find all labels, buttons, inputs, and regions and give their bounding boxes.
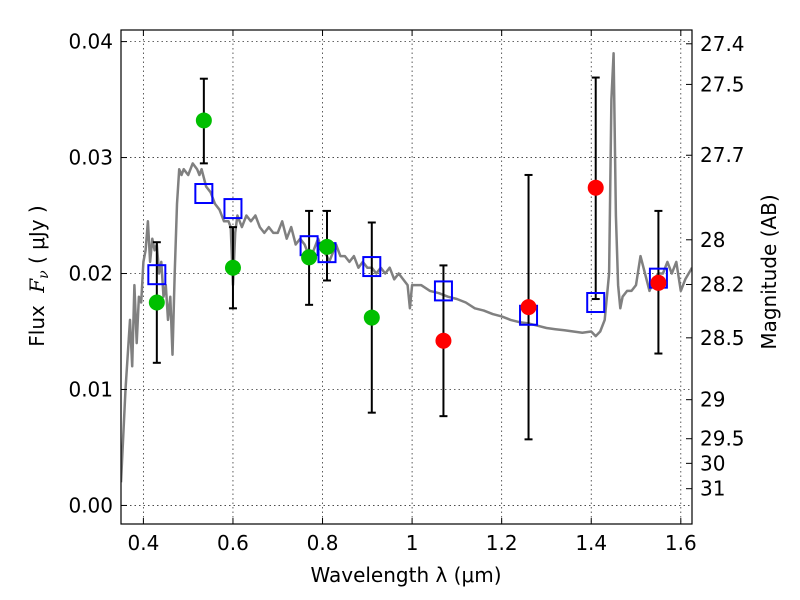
y2-tick-label: 29.5 bbox=[700, 427, 745, 451]
y2-axis-label: Magnitude (AB) bbox=[757, 194, 781, 349]
observed-point-red bbox=[650, 274, 667, 291]
observed-point-red bbox=[587, 179, 604, 196]
observed-point-red bbox=[520, 299, 537, 316]
model-photometry-square bbox=[586, 292, 606, 314]
y-axis-label: Flux Fν ( μJy ) bbox=[25, 205, 52, 346]
model-photometry-square bbox=[147, 264, 167, 286]
x-tick-label: 1.6 bbox=[665, 531, 697, 555]
y-axis-label-F: F bbox=[25, 278, 49, 294]
y-tick-label: 0.02 bbox=[68, 262, 113, 286]
model-photometry-square bbox=[223, 198, 243, 220]
y-axis-label-nu: ν bbox=[36, 270, 52, 279]
axis-ticks bbox=[121, 30, 692, 524]
model-photometry-square bbox=[362, 256, 382, 278]
observed-point-green bbox=[363, 309, 380, 326]
y2-tick-label: 28 bbox=[700, 228, 725, 252]
observed-point-green bbox=[224, 259, 241, 276]
y-tick-label: 0.03 bbox=[68, 146, 113, 170]
y2-tick-label: 27.4 bbox=[700, 32, 745, 56]
y-axis-label-unit: ( μJy ) bbox=[25, 205, 49, 270]
observed-point-green bbox=[195, 112, 212, 129]
x-tick-label: 1.4 bbox=[575, 531, 607, 555]
y2-tick-label: 27.7 bbox=[700, 143, 745, 167]
observed-point-green bbox=[319, 238, 336, 255]
y2-tick-label: 31 bbox=[700, 477, 725, 501]
y2-tick-label: 30 bbox=[700, 451, 725, 475]
x-axis-label: Wavelength λ (μm) bbox=[310, 563, 501, 587]
x-tick-label: 1.2 bbox=[486, 531, 518, 555]
observed-point-green bbox=[301, 249, 318, 266]
y-tick-label: 0.04 bbox=[68, 30, 113, 54]
y-axis-label-flux: Flux bbox=[25, 299, 49, 347]
observed-flux-points bbox=[148, 112, 667, 349]
model-photometry-square bbox=[194, 183, 214, 205]
x-tick-labels: 0.4 0.6 0.8 1 1.2 1.4 1.6 bbox=[127, 531, 696, 555]
plot-frame bbox=[120, 29, 693, 525]
x-tick-label: 1 bbox=[406, 531, 419, 555]
y-tick-label: 0.00 bbox=[68, 493, 113, 517]
y-tick-labels: 0.00 0.01 0.02 0.03 0.04 bbox=[68, 30, 113, 518]
plot-area bbox=[121, 51, 692, 483]
y2-tick-label: 28.2 bbox=[700, 272, 745, 296]
y2-tick-label: 29 bbox=[700, 388, 725, 412]
model-photometry-square bbox=[433, 280, 453, 302]
y2-tick-label: 27.5 bbox=[700, 72, 745, 96]
observed-point-red bbox=[435, 332, 452, 349]
x-tick-label: 0.6 bbox=[217, 531, 249, 555]
y-tick-label: 0.01 bbox=[68, 377, 113, 401]
y2-tick-label: 28.5 bbox=[700, 326, 745, 350]
grid-lines bbox=[121, 30, 692, 524]
x-tick-label: 0.4 bbox=[127, 531, 159, 555]
observed-point-green bbox=[148, 294, 165, 311]
x-tick-label: 0.8 bbox=[307, 531, 339, 555]
